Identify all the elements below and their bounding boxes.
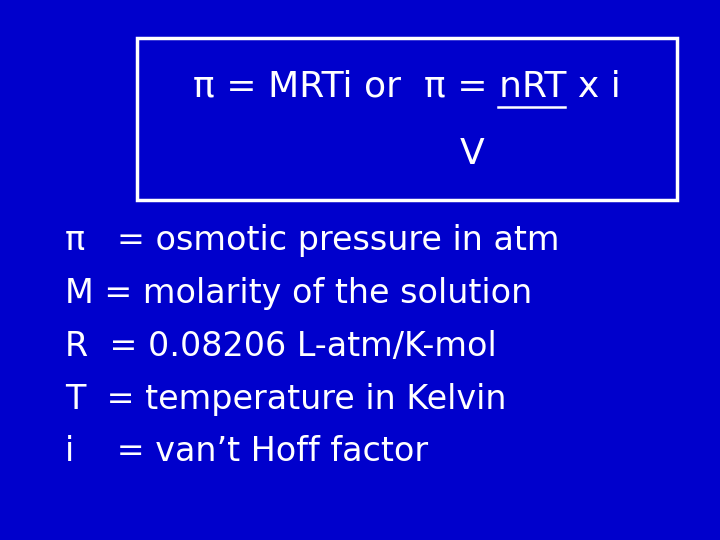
- Text: T  = temperature in Kelvin: T = temperature in Kelvin: [65, 382, 506, 416]
- Text: π = MRTi or  π = nRT x i: π = MRTi or π = nRT x i: [193, 70, 621, 103]
- Text: V: V: [459, 138, 484, 171]
- Text: R  = 0.08206 L-atm/K-mol: R = 0.08206 L-atm/K-mol: [65, 329, 497, 363]
- Text: π   = osmotic pressure in atm: π = osmotic pressure in atm: [65, 224, 559, 257]
- FancyBboxPatch shape: [137, 38, 677, 200]
- Text: i    = van’t Hoff factor: i = van’t Hoff factor: [65, 435, 428, 469]
- Text: M = molarity of the solution: M = molarity of the solution: [65, 276, 532, 310]
